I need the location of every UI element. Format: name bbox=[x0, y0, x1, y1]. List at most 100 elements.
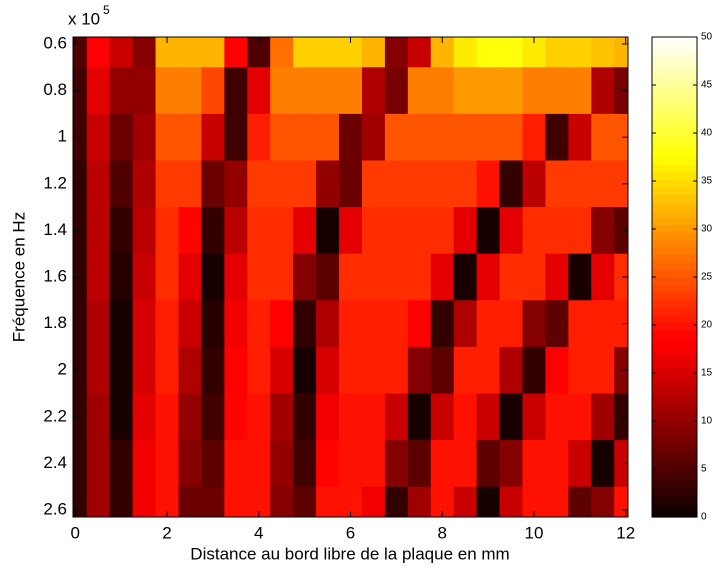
heat-cell bbox=[73, 440, 88, 488]
heat-cell bbox=[430, 113, 455, 162]
heat-cell bbox=[476, 67, 501, 115]
heat-cell bbox=[109, 300, 134, 348]
heat-cell bbox=[316, 393, 340, 441]
heat-cell bbox=[201, 207, 225, 255]
heat-cell bbox=[476, 207, 501, 255]
heat-cell bbox=[178, 37, 203, 68]
heat-cell bbox=[453, 346, 478, 395]
heat-cell bbox=[430, 300, 455, 348]
heat-cell bbox=[339, 253, 363, 301]
heat-cell bbox=[247, 393, 271, 441]
colorbar-step bbox=[652, 487, 697, 496]
heat-cell bbox=[270, 160, 294, 208]
heat-cell bbox=[73, 160, 88, 208]
colorbar-step bbox=[652, 37, 697, 46]
heat-cell bbox=[109, 253, 134, 301]
heat-cell bbox=[316, 67, 340, 115]
colorbar-step bbox=[652, 194, 697, 203]
heat-cell bbox=[132, 486, 157, 517]
heat-cell bbox=[476, 253, 501, 301]
heat-cell bbox=[155, 160, 180, 208]
heat-cell bbox=[73, 486, 88, 517]
y-tick-label: 1.8 bbox=[43, 313, 67, 332]
colorbar-step bbox=[652, 419, 697, 428]
y-multiplier-exponent: 5 bbox=[103, 3, 110, 17]
colorbar-step bbox=[652, 209, 697, 218]
heat-cell bbox=[545, 300, 569, 348]
heat-cell bbox=[339, 67, 363, 115]
colorbar-step bbox=[652, 502, 697, 511]
heat-cell bbox=[247, 346, 271, 395]
heat-cell bbox=[614, 486, 628, 517]
heat-cell bbox=[361, 253, 386, 301]
heat-cell bbox=[545, 393, 569, 441]
heat-cell bbox=[86, 207, 111, 255]
heat-cell bbox=[109, 37, 134, 68]
heat-cell bbox=[430, 393, 455, 441]
heat-cell bbox=[384, 113, 409, 162]
heat-cell bbox=[453, 160, 478, 208]
heat-cell bbox=[201, 67, 225, 115]
heat-cell bbox=[293, 300, 317, 348]
heat-cell bbox=[224, 346, 248, 395]
colorbar-step bbox=[652, 52, 697, 61]
heat-cell bbox=[591, 346, 615, 395]
heat-cell bbox=[499, 486, 524, 517]
heat-cell bbox=[361, 486, 386, 517]
heat-cell bbox=[270, 440, 294, 488]
heat-cell bbox=[73, 253, 88, 301]
heat-cell bbox=[476, 300, 501, 348]
colorbar-step bbox=[652, 284, 697, 293]
colorbar-step bbox=[652, 329, 697, 338]
heat-cell bbox=[499, 207, 524, 255]
heat-cell bbox=[476, 160, 501, 208]
heat-cell bbox=[270, 393, 294, 441]
heat-cell bbox=[568, 207, 592, 255]
heat-cell bbox=[591, 207, 615, 255]
heat-cell bbox=[224, 67, 248, 115]
heat-cell bbox=[499, 440, 524, 488]
heat-cell bbox=[614, 37, 628, 68]
heat-cell bbox=[155, 113, 180, 162]
heat-cell bbox=[476, 486, 501, 517]
heat-cell bbox=[73, 67, 88, 115]
heat-cell bbox=[407, 37, 432, 68]
heat-cell bbox=[247, 37, 271, 68]
heat-cell bbox=[614, 393, 628, 441]
heat-cell bbox=[293, 37, 317, 68]
heat-cell bbox=[178, 113, 203, 162]
heat-cell bbox=[361, 160, 386, 208]
colorbar-step bbox=[652, 494, 697, 503]
heat-cell bbox=[109, 346, 134, 395]
heat-cell bbox=[86, 486, 111, 517]
heat-cell bbox=[73, 207, 88, 255]
heat-cell bbox=[155, 393, 180, 441]
colorbar-step bbox=[652, 457, 697, 466]
heat-cell bbox=[614, 300, 628, 348]
y-multiplier: x 10 bbox=[68, 9, 100, 28]
colorbar-step bbox=[652, 119, 697, 128]
heat-cell bbox=[499, 160, 524, 208]
heat-cell bbox=[384, 207, 409, 255]
heat-cell bbox=[522, 393, 547, 441]
heat-cell bbox=[545, 113, 569, 162]
heat-cell bbox=[522, 486, 547, 517]
colorbar-step bbox=[652, 269, 697, 278]
heat-cell bbox=[155, 486, 180, 517]
y-axis-label: Fréquence en Hz bbox=[9, 212, 28, 342]
heat-cell bbox=[293, 67, 317, 115]
y-tick-label: 1 bbox=[58, 127, 67, 146]
heat-cell bbox=[132, 207, 157, 255]
heat-cell bbox=[224, 440, 248, 488]
colorbar-step bbox=[652, 142, 697, 151]
heat-cell bbox=[270, 67, 294, 115]
heat-cell bbox=[453, 486, 478, 517]
x-tick-label: 12 bbox=[616, 523, 635, 542]
colorbar-step bbox=[652, 449, 697, 458]
x-tick-label: 10 bbox=[525, 523, 544, 542]
colorbar-step bbox=[652, 247, 697, 256]
heat-cell bbox=[591, 440, 615, 488]
colorbar-step bbox=[652, 277, 697, 286]
heat-cell bbox=[476, 346, 501, 395]
heat-cell bbox=[293, 113, 317, 162]
